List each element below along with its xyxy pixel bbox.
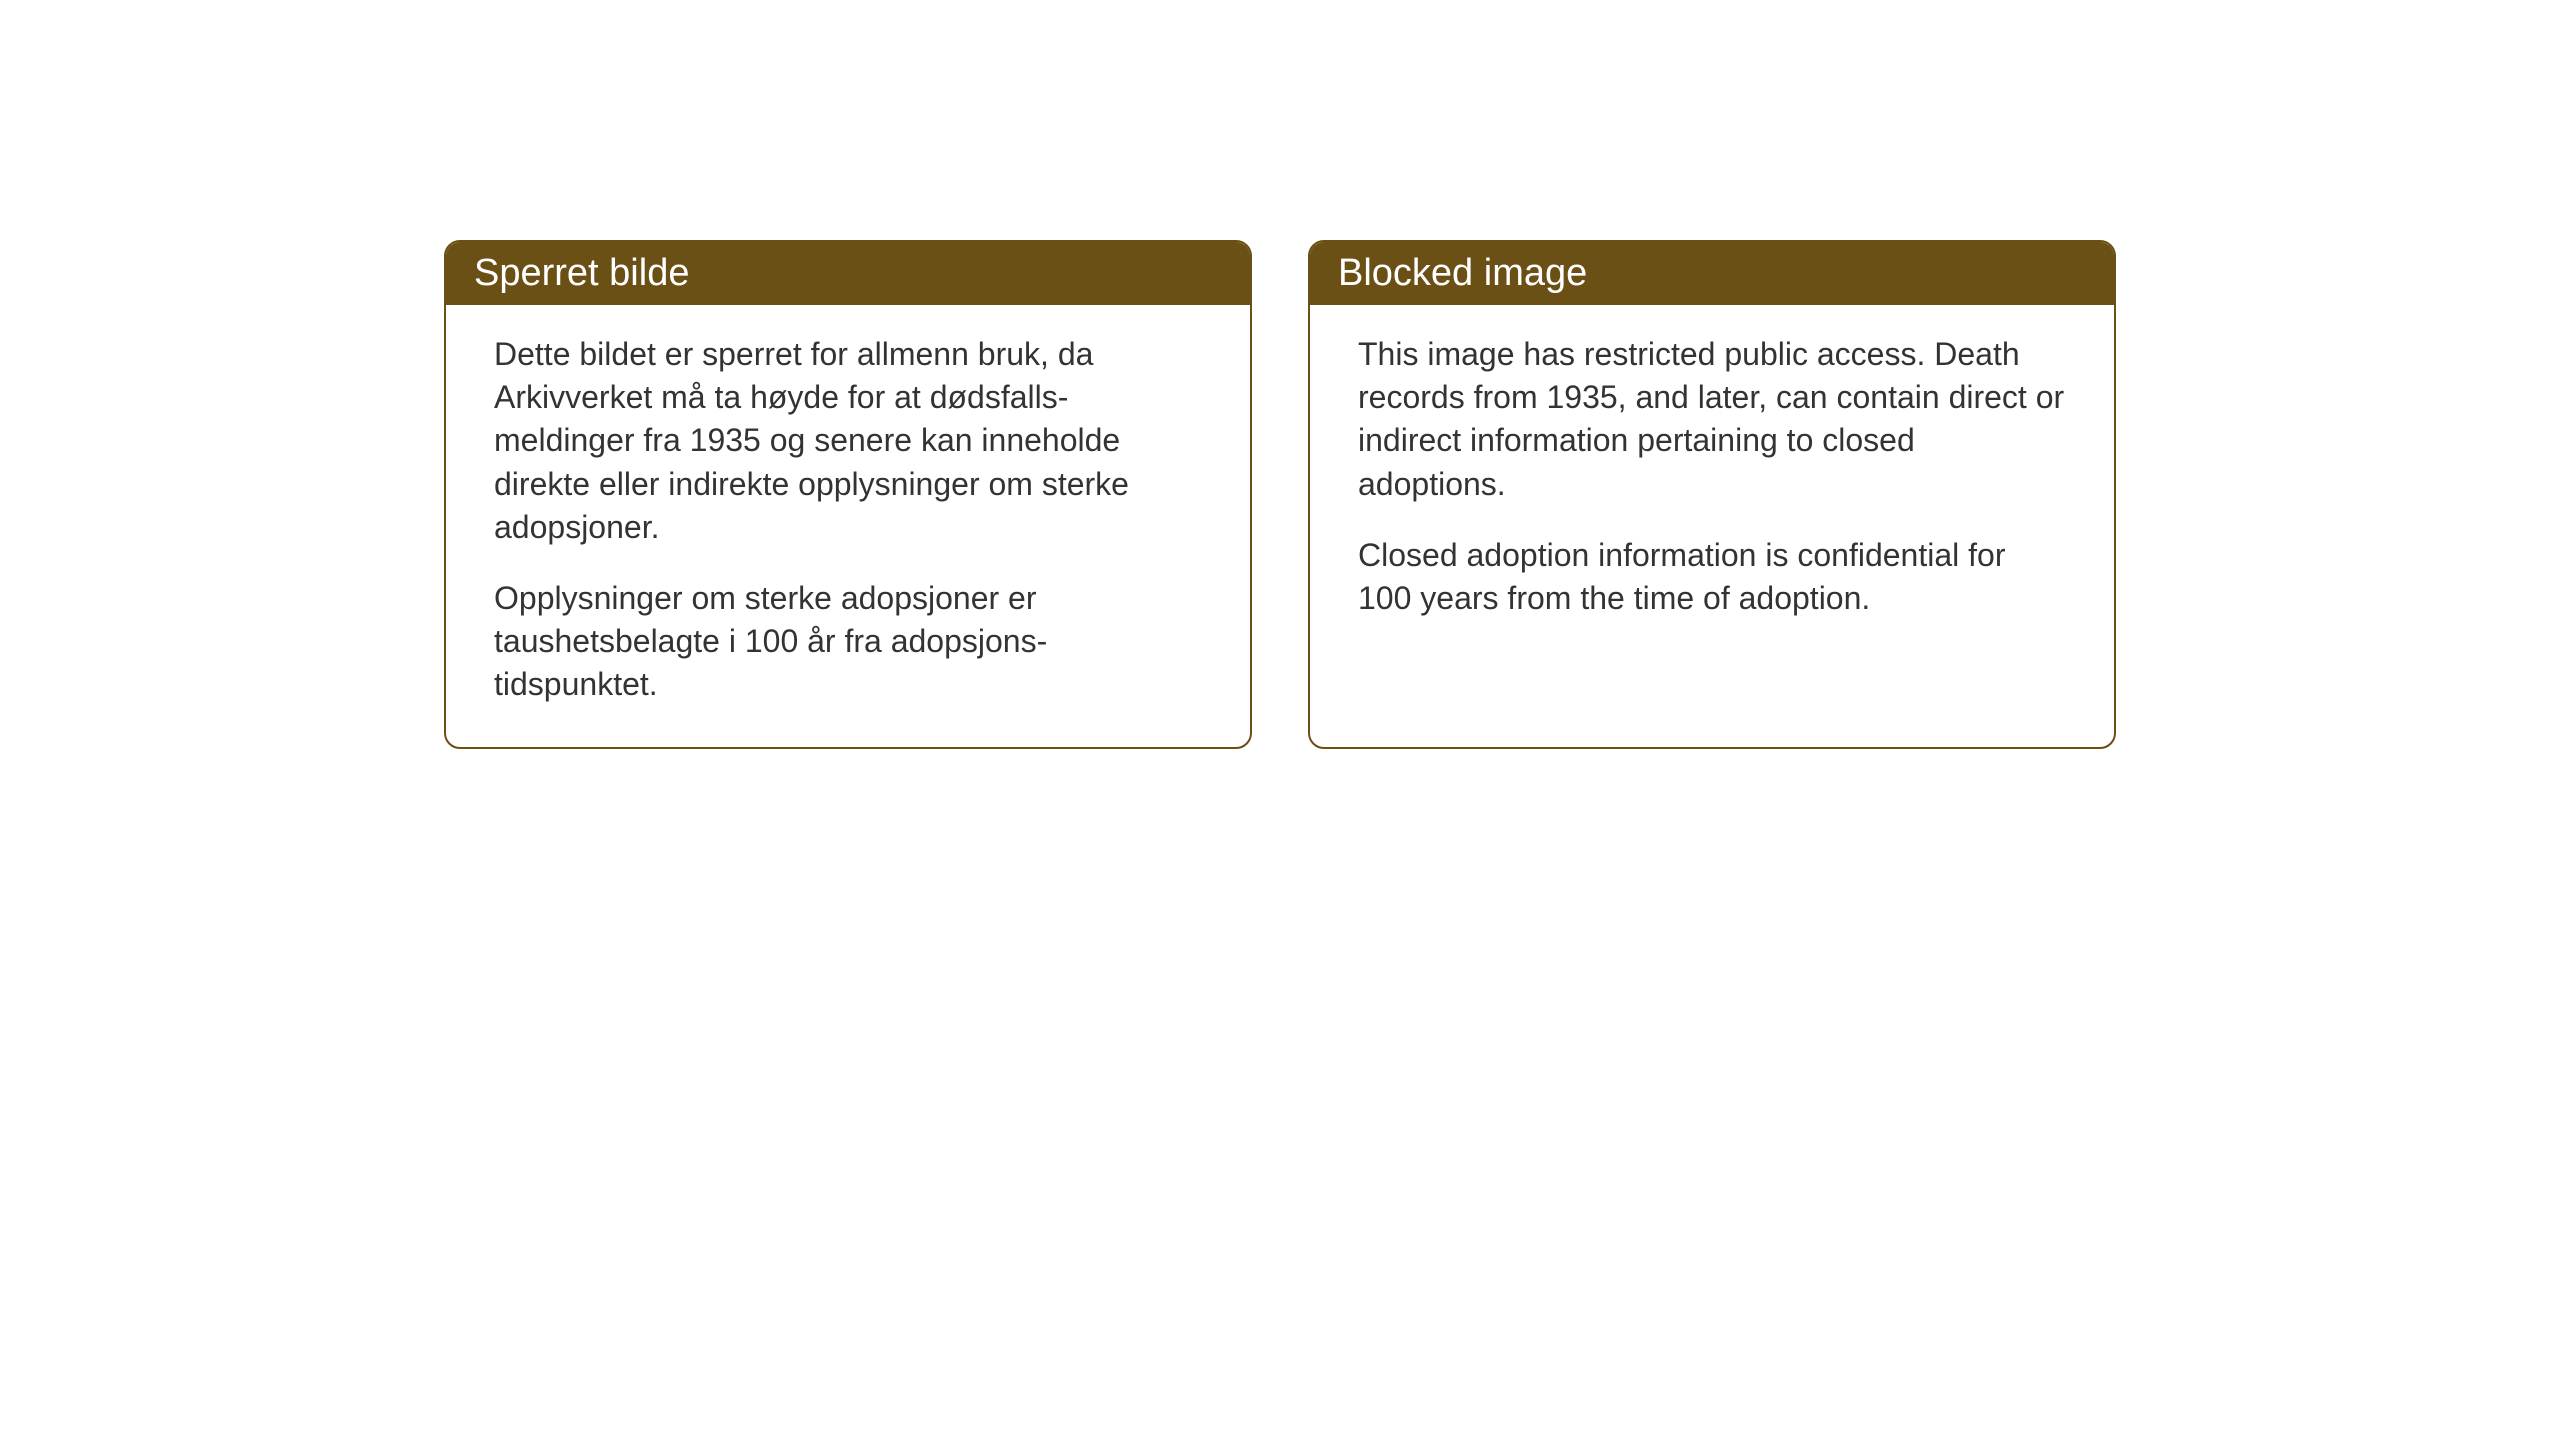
notice-title-english: Blocked image	[1338, 252, 1587, 294]
notice-body-norwegian: Dette bildet er sperret for allmenn bruk…	[446, 305, 1250, 747]
notice-box-norwegian: Sperret bilde Dette bildet er sperret fo…	[444, 240, 1252, 749]
notice-paragraph: Dette bildet er sperret for allmenn bruk…	[494, 333, 1202, 549]
notice-box-english: Blocked image This image has restricted …	[1308, 240, 2116, 749]
notice-body-english: This image has restricted public access.…	[1310, 305, 2114, 660]
notice-header-english: Blocked image	[1310, 242, 2114, 305]
notice-paragraph: This image has restricted public access.…	[1358, 333, 2066, 506]
notice-paragraph: Closed adoption information is confident…	[1358, 534, 2066, 620]
notice-paragraph: Opplysninger om sterke adopsjoner er tau…	[494, 577, 1202, 707]
notice-container: Sperret bilde Dette bildet er sperret fo…	[444, 240, 2116, 749]
notice-title-norwegian: Sperret bilde	[474, 252, 689, 294]
notice-header-norwegian: Sperret bilde	[446, 242, 1250, 305]
